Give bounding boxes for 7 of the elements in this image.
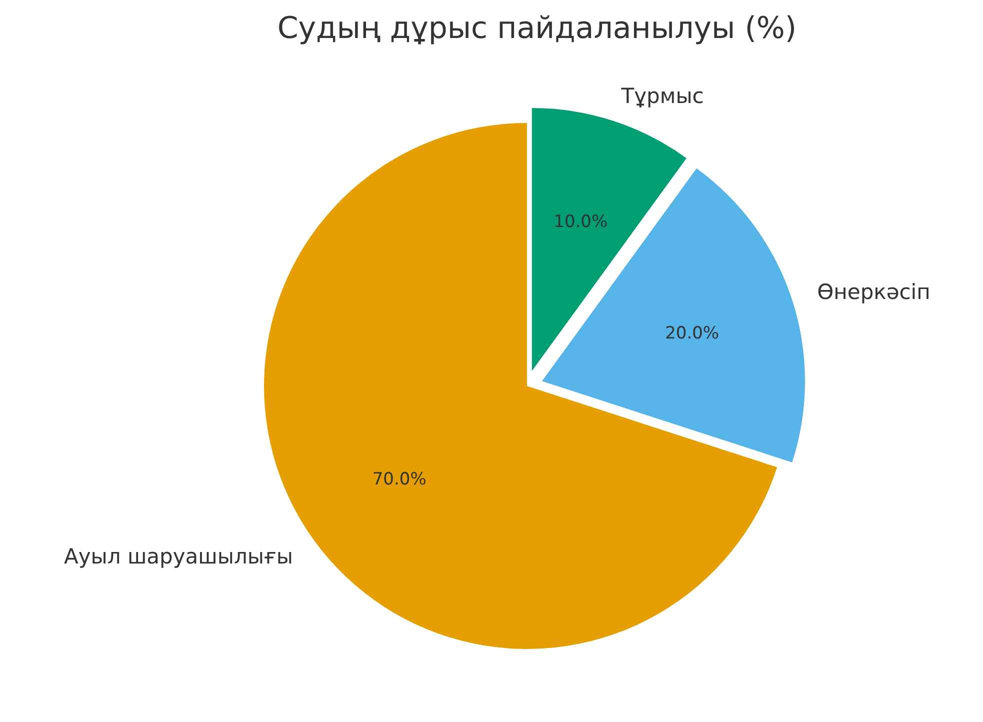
data-label: 70.0%	[372, 470, 426, 490]
data-label: 10.0%	[554, 212, 608, 232]
slice-label: Ауыл шаруашылығы	[64, 544, 293, 568]
data-label: 20.0%	[665, 323, 720, 344]
slice-label: Өнеркәсіп	[817, 280, 930, 304]
slice-label: Тұрмыс	[620, 84, 704, 108]
chart-title: Судың дұрыс пайдаланылуы (%)	[277, 11, 797, 46]
